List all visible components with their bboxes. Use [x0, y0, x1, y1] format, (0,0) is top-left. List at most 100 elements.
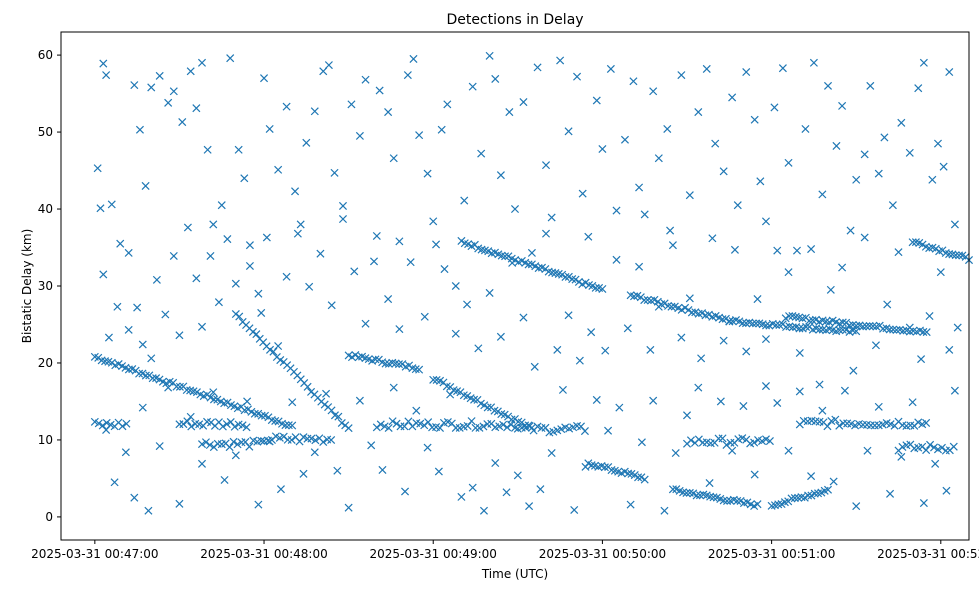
data-point: [842, 318, 851, 327]
data-point: [265, 124, 274, 134]
data-point: [130, 493, 139, 502]
data-point: [217, 201, 226, 210]
data-point: [905, 327, 914, 336]
data-point: [835, 421, 844, 430]
data-point: [587, 461, 596, 470]
data-point: [870, 421, 879, 430]
data-point: [271, 416, 280, 425]
data-point: [288, 398, 297, 407]
data-point: [536, 485, 545, 494]
data-point: [908, 238, 917, 247]
data-point: [113, 302, 122, 311]
data-point: [654, 154, 663, 163]
data-point: [716, 397, 725, 406]
data-point: [905, 148, 914, 157]
data-point: [926, 440, 935, 449]
data-point: [575, 356, 584, 365]
data-point: [557, 425, 566, 434]
data-point: [220, 475, 229, 484]
data-point: [931, 244, 940, 253]
data-point: [750, 470, 759, 479]
data-point: [795, 348, 804, 357]
data-point: [124, 365, 133, 374]
data-point: [197, 322, 207, 331]
data-point: [463, 421, 472, 430]
data-point: [172, 382, 181, 391]
data-point: [412, 406, 421, 415]
data-point: [467, 417, 476, 426]
data-point: [681, 303, 690, 312]
data-point: [503, 423, 512, 432]
data-point: [186, 412, 195, 421]
data-point: [950, 220, 959, 229]
data-point: [937, 443, 946, 452]
data-point: [553, 345, 562, 354]
data-point: [797, 493, 806, 502]
data-point: [568, 275, 577, 284]
data-point: [925, 244, 934, 253]
data-point: [406, 258, 415, 267]
data-point: [479, 422, 488, 431]
data-point: [138, 403, 147, 412]
x-tick-label: 2025-03-31 00:48:00: [200, 547, 327, 561]
data-point: [831, 415, 840, 424]
data-point: [892, 325, 901, 334]
data-point: [257, 308, 266, 317]
data-point: [804, 491, 813, 500]
data-point: [685, 294, 694, 303]
data-point: [197, 440, 207, 449]
data-point: [169, 251, 178, 261]
data-point: [733, 496, 742, 505]
data-point: [922, 446, 931, 455]
data-point: [133, 303, 142, 312]
data-point: [197, 459, 207, 468]
data-point: [235, 312, 244, 321]
data-point: [274, 342, 283, 351]
data-point: [521, 423, 530, 432]
data-point: [917, 355, 926, 364]
data-point: [922, 328, 931, 337]
data-point: [761, 435, 770, 444]
data-point: [283, 435, 292, 444]
data-point: [558, 270, 567, 279]
data-point: [144, 506, 153, 515]
data-point: [381, 359, 390, 368]
data-point: [885, 325, 894, 334]
data-point: [218, 422, 227, 431]
data-point: [107, 358, 116, 367]
data-point: [403, 71, 412, 80]
data-point: [287, 435, 296, 445]
data-point: [214, 298, 223, 307]
data-point: [496, 171, 505, 180]
data-point: [742, 67, 751, 77]
data-point: [483, 403, 492, 412]
data-point: [477, 149, 486, 158]
data-point: [333, 466, 342, 475]
data-point: [801, 124, 810, 134]
data-point: [423, 443, 432, 452]
y-tick-label: 60: [38, 48, 53, 62]
data-point: [496, 332, 505, 341]
data-point: [897, 452, 906, 461]
data-point: [192, 104, 201, 113]
data-point: [953, 323, 962, 332]
data-point: [866, 81, 875, 90]
data-point: [310, 448, 319, 457]
data-point: [254, 289, 263, 298]
data-point: [733, 201, 742, 210]
data-point: [372, 231, 381, 240]
data-point: [773, 246, 782, 255]
data-point: [527, 248, 536, 257]
data-point: [141, 371, 150, 380]
data-point: [945, 250, 954, 259]
data-point: [852, 175, 861, 184]
data-point: [316, 249, 325, 258]
data-point: [327, 301, 336, 310]
data-point: [687, 308, 696, 317]
data-point: [451, 329, 460, 338]
data-point: [709, 493, 718, 502]
data-point: [810, 489, 819, 498]
x-axis-ticks: 2025-03-31 00:47:00 2025-03-31 00:48:00 20…: [31, 540, 979, 561]
data-point: [725, 317, 734, 326]
data-point: [519, 313, 528, 322]
